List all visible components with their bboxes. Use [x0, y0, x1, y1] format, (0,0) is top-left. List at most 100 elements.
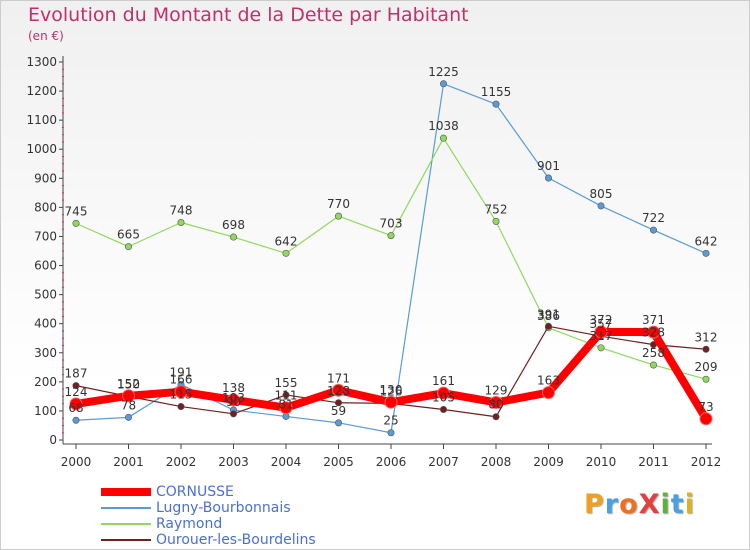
data-label-Raymond-2001: 665 — [117, 228, 140, 242]
data-label-CORNUSSE-2006: 130 — [380, 383, 403, 397]
data-point-Ourouer-les-Bourdelins-2007 — [439, 405, 447, 413]
data-label-Lugny-Bourbonnais-2007: 1225 — [428, 65, 459, 79]
data-point-Lugny-Bourbonnais-2005 — [334, 419, 342, 427]
x-tick-label: 2003 — [218, 455, 249, 469]
data-label-Lugny-Bourbonnais-2000: 68 — [68, 401, 83, 415]
data-label-CORNUSSE-2010: 372 — [590, 313, 613, 327]
x-tick-label: 2009 — [533, 455, 564, 469]
data-point-Ourouer-les-Bourdelins-2000 — [72, 382, 80, 390]
data-point-Raymond-2008 — [492, 217, 500, 225]
legend-label: CORNUSSE — [156, 484, 234, 500]
x-tick-label: 2012 — [691, 455, 722, 469]
y-tick-label: 1200 — [26, 84, 57, 98]
data-label-CORNUSSE-2011: 371 — [642, 313, 665, 327]
chart-title: Evolution du Montant de la Dette par Hab… — [28, 4, 469, 26]
data-label-Raymond-2008: 752 — [485, 202, 508, 216]
data-label-Raymond-2011: 258 — [642, 346, 665, 360]
data-label-Ourouer-les-Bourdelins-2007: 105 — [432, 390, 455, 404]
chart-data-labels: 124 152 166 138 111 171 130 161 129 163 372 371 73 68… — [65, 65, 718, 428]
x-tick-label: 2001 — [113, 455, 144, 469]
data-point-CORNUSSE-2009 — [542, 386, 555, 400]
data-label-Lugny-Bourbonnais-2003: 103 — [222, 391, 245, 405]
y-tick-label: 100 — [34, 404, 57, 418]
data-label-Raymond-2010: 317 — [590, 329, 613, 343]
y-tick-label: 0 — [49, 433, 57, 447]
legend-label: Ourouer-les-Bourdelins — [156, 532, 316, 548]
data-label-Raymond-2006: 703 — [380, 217, 403, 231]
x-tick-label: 2004 — [271, 455, 302, 469]
y-tick-label: 400 — [34, 317, 57, 331]
data-label-Ourouer-les-Bourdelins-2004: 155 — [275, 376, 298, 390]
legend-swatch — [101, 488, 151, 496]
data-point-Raymond-2001 — [125, 243, 133, 251]
x-tick-label: 2006 — [376, 455, 407, 469]
logo-letter: r — [604, 489, 620, 520]
data-label-Raymond-2005: 770 — [327, 197, 350, 211]
legend-swatch — [101, 539, 151, 541]
x-tick-label: 2002 — [166, 455, 197, 469]
data-point-Lugny-Bourbonnais-2007 — [439, 80, 447, 88]
data-point-CORNUSSE-2007 — [437, 386, 450, 400]
logo-letter: P — [584, 489, 605, 520]
data-label-CORNUSSE-2004: 111 — [275, 389, 298, 403]
data-point-Lugny-Bourbonnais-2006 — [387, 429, 395, 437]
data-label-Lugny-Bourbonnais-2004: 81 — [278, 397, 293, 411]
data-point-Ourouer-les-Bourdelins-2012 — [702, 345, 710, 353]
proxiti-logo: ProXiti — [584, 489, 695, 520]
y-tick-label: 800 — [34, 200, 57, 214]
legend-swatch — [101, 523, 151, 525]
data-point-Raymond-2011 — [649, 361, 657, 369]
data-point-CORNUSSE-2002 — [174, 385, 188, 399]
data-label-Ourouer-les-Bourdelins-2006: 126 — [380, 384, 403, 398]
legend-label: Raymond — [156, 516, 223, 532]
data-label-Ourouer-les-Bourdelins-2000: 187 — [65, 367, 88, 381]
logo-letter: i — [660, 489, 671, 520]
chart-axes: 0 100 200 300 400 500 600 700 800 900 1000 1100 1200… — [26, 55, 721, 469]
data-label-Raymond-2003: 698 — [222, 218, 245, 232]
legend-swatch — [101, 507, 151, 509]
data-label-Ourouer-les-Bourdelins-2003: 90 — [226, 395, 241, 409]
data-label-Raymond-2002: 748 — [170, 204, 193, 218]
data-point-Ourouer-les-Bourdelins-2009 — [544, 322, 552, 330]
data-point-Ourouer-les-Bourdelins-2008 — [492, 413, 500, 421]
data-label-CORNUSSE-2001: 152 — [117, 377, 140, 391]
data-label-Ourouer-les-Bourdelins-2012: 312 — [695, 330, 718, 344]
data-label-Lugny-Bourbonnais-2010: 805 — [590, 187, 613, 201]
data-label-Ourouer-les-Bourdelins-2001: 150 — [117, 377, 140, 391]
y-tick-label: 300 — [34, 346, 57, 360]
data-point-Ourouer-les-Bourdelins-2002 — [177, 403, 185, 411]
data-point-Ourouer-les-Bourdelins-2003 — [230, 410, 238, 418]
data-label-CORNUSSE-2000: 124 — [65, 385, 88, 399]
data-label-CORNUSSE-2009: 163 — [537, 374, 560, 388]
data-point-Raymond-2000 — [72, 219, 80, 227]
x-tick-label: 2010 — [586, 455, 617, 469]
data-label-Ourouer-les-Bourdelins-2009: 391 — [537, 307, 560, 321]
data-label-Raymond-2004: 642 — [275, 234, 298, 248]
data-label-CORNUSSE-2008: 129 — [485, 383, 508, 397]
x-tick-label: 2005 — [323, 455, 354, 469]
y-tick-label: 1300 — [26, 55, 57, 69]
y-tick-label: 1000 — [26, 142, 57, 156]
data-point-Raymond-2004 — [282, 249, 290, 257]
data-point-Ourouer-les-Bourdelins-2005 — [334, 399, 342, 407]
data-point-CORNUSSE-2008 — [489, 395, 503, 409]
x-tick-label: 2008 — [481, 455, 512, 469]
y-tick-label: 200 — [34, 375, 57, 389]
y-tick-label: 1100 — [26, 113, 57, 127]
y-tick-label: 500 — [34, 288, 57, 302]
data-label-Ourouer-les-Bourdelins-2010: 357 — [590, 317, 613, 331]
data-label-Lugny-Bourbonnais-2009: 901 — [537, 159, 560, 173]
data-point-Lugny-Bourbonnais-2000 — [72, 416, 80, 424]
y-tick-label: 900 — [34, 171, 57, 185]
data-point-Raymond-2006 — [387, 232, 395, 240]
series-line-Raymond — [75, 137, 707, 380]
data-point-Raymond-2002 — [177, 219, 185, 227]
data-label-Ourouer-les-Bourdelins-2005: 128 — [327, 384, 350, 398]
x-tick-label: 2011 — [638, 455, 669, 469]
y-tick-label: 600 — [34, 259, 57, 273]
data-label-Ourouer-les-Bourdelins-2008: 80 — [488, 398, 503, 412]
data-point-Lugny-Bourbonnais-2012 — [702, 249, 710, 257]
data-point-Lugny-Bourbonnais-2010 — [597, 202, 605, 210]
